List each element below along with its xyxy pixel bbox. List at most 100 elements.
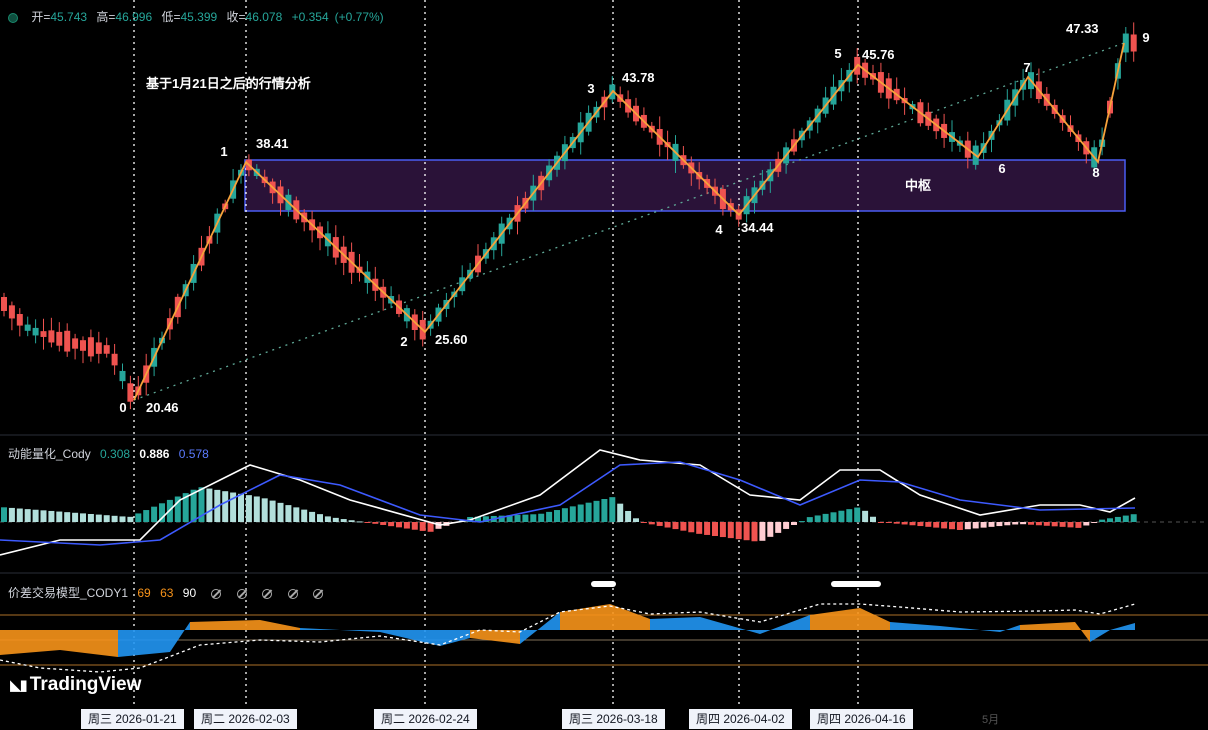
momentum-bar — [159, 503, 165, 522]
momentum-bar — [317, 514, 323, 522]
momentum-bar — [593, 500, 600, 522]
momentum-bar — [301, 509, 308, 522]
momentum-bar — [1114, 516, 1121, 522]
momentum-bar — [24, 509, 31, 522]
momentum-bar — [206, 488, 213, 522]
spread-area — [1020, 622, 1075, 630]
candle-body — [127, 383, 134, 402]
spread-area — [300, 628, 380, 632]
spread-area — [520, 612, 560, 644]
momentum-bar — [80, 513, 86, 522]
momentum-bar — [988, 522, 995, 527]
momentum-bar — [309, 511, 316, 522]
momentum-bar — [1, 507, 7, 522]
momentum-bar — [585, 502, 592, 522]
momentum-bar — [870, 516, 876, 522]
momentum-bar — [506, 515, 513, 522]
momentum-bar — [16, 508, 23, 522]
spread-area — [60, 630, 118, 657]
hidden-plot-icon[interactable] — [236, 588, 247, 599]
momentum-bar — [664, 522, 671, 528]
momentum-bar — [403, 522, 410, 529]
momentum-bar — [356, 521, 363, 523]
spread-area — [170, 622, 190, 652]
momentum-bar — [1020, 522, 1027, 525]
pivot-label: 1 — [220, 144, 227, 159]
momentum-bar — [1051, 522, 1058, 527]
date-label: 周三 2026-01-21 — [81, 709, 184, 729]
hidden-plot-icon[interactable] — [312, 588, 323, 599]
watermark-text: TradingView — [29, 674, 142, 695]
momentum-bar — [222, 491, 229, 522]
momentum-panel-title[interactable]: 动能量化_Cody 0.308 0.886 0.578 — [8, 445, 215, 462]
candle-body — [1122, 33, 1129, 53]
momentum-bar — [783, 522, 790, 529]
momentum-bar — [475, 516, 481, 522]
zigzag-line — [133, 42, 1125, 401]
momentum-bar — [238, 493, 244, 522]
momentum-bar — [767, 522, 774, 537]
hidden-plot-icon[interactable] — [262, 588, 273, 599]
signal-marker — [591, 581, 616, 587]
momentum-bar — [40, 510, 47, 522]
momentum-bar — [396, 522, 402, 528]
high-label: 高= — [96, 10, 116, 24]
candle-body — [1, 297, 7, 311]
momentum-bar — [625, 510, 632, 522]
momentum-bar — [1091, 522, 1098, 523]
spread-area — [1110, 623, 1135, 630]
hidden-plot-icon[interactable] — [211, 588, 222, 599]
pivot-label: 5 — [834, 46, 841, 61]
momentum-bar — [1083, 522, 1090, 526]
momentum-bar — [727, 522, 734, 539]
spread-panel-title[interactable]: 价差交易模型_CODY1 69 63 90 — [8, 584, 329, 601]
momentum-bar — [119, 516, 126, 522]
spread-area — [1075, 622, 1090, 642]
pivot-label: 2 — [400, 334, 407, 349]
candle-body — [40, 331, 47, 337]
momentum-bar — [1122, 515, 1129, 522]
candle-body — [16, 314, 23, 326]
candle-body — [24, 324, 31, 331]
hidden-plot-icon[interactable] — [287, 588, 298, 599]
candle-body — [72, 338, 79, 349]
analysis-note: 基于1月21日之后的行情分析 — [146, 76, 311, 91]
momentum-bar — [285, 505, 292, 522]
momentum-bar — [190, 489, 197, 522]
momentum-bar — [704, 522, 711, 535]
momentum-bar — [640, 522, 647, 523]
spread-area — [0, 630, 60, 655]
momentum-bar — [719, 522, 726, 538]
momentum-bar — [972, 522, 979, 529]
momentum-bar — [933, 522, 940, 528]
spread-area — [118, 630, 170, 657]
momentum-bar — [514, 514, 521, 522]
spread-area — [560, 604, 610, 630]
momentum-bar — [672, 522, 679, 530]
momentum-bar — [546, 511, 553, 522]
candle-body — [32, 327, 39, 336]
momentum-bar — [822, 513, 829, 522]
momentum-bar — [87, 513, 94, 522]
momentum-bar — [538, 513, 545, 522]
momentum-bar — [901, 522, 908, 525]
momentum-bar — [111, 515, 118, 522]
spread-area — [860, 608, 890, 630]
spread-area — [890, 622, 940, 630]
momentum-bar — [151, 506, 158, 522]
open-label: 开= — [31, 10, 51, 24]
momentum-bar — [522, 514, 529, 522]
pivot-label: 0 — [119, 400, 126, 415]
momentum-bar — [830, 512, 837, 522]
spread-value-2: 63 — [160, 586, 174, 600]
close-value: 46.078 — [245, 10, 283, 24]
momentum-bar — [56, 511, 63, 522]
momentum-bar — [174, 496, 181, 522]
momentum-bar — [261, 498, 268, 522]
momentum-bar — [72, 512, 79, 522]
momentum-bar — [893, 522, 900, 524]
date-label: 周二 2026-02-03 — [194, 709, 297, 729]
spread-value-1: 69 — [137, 586, 151, 600]
momentum-bar — [419, 522, 426, 531]
